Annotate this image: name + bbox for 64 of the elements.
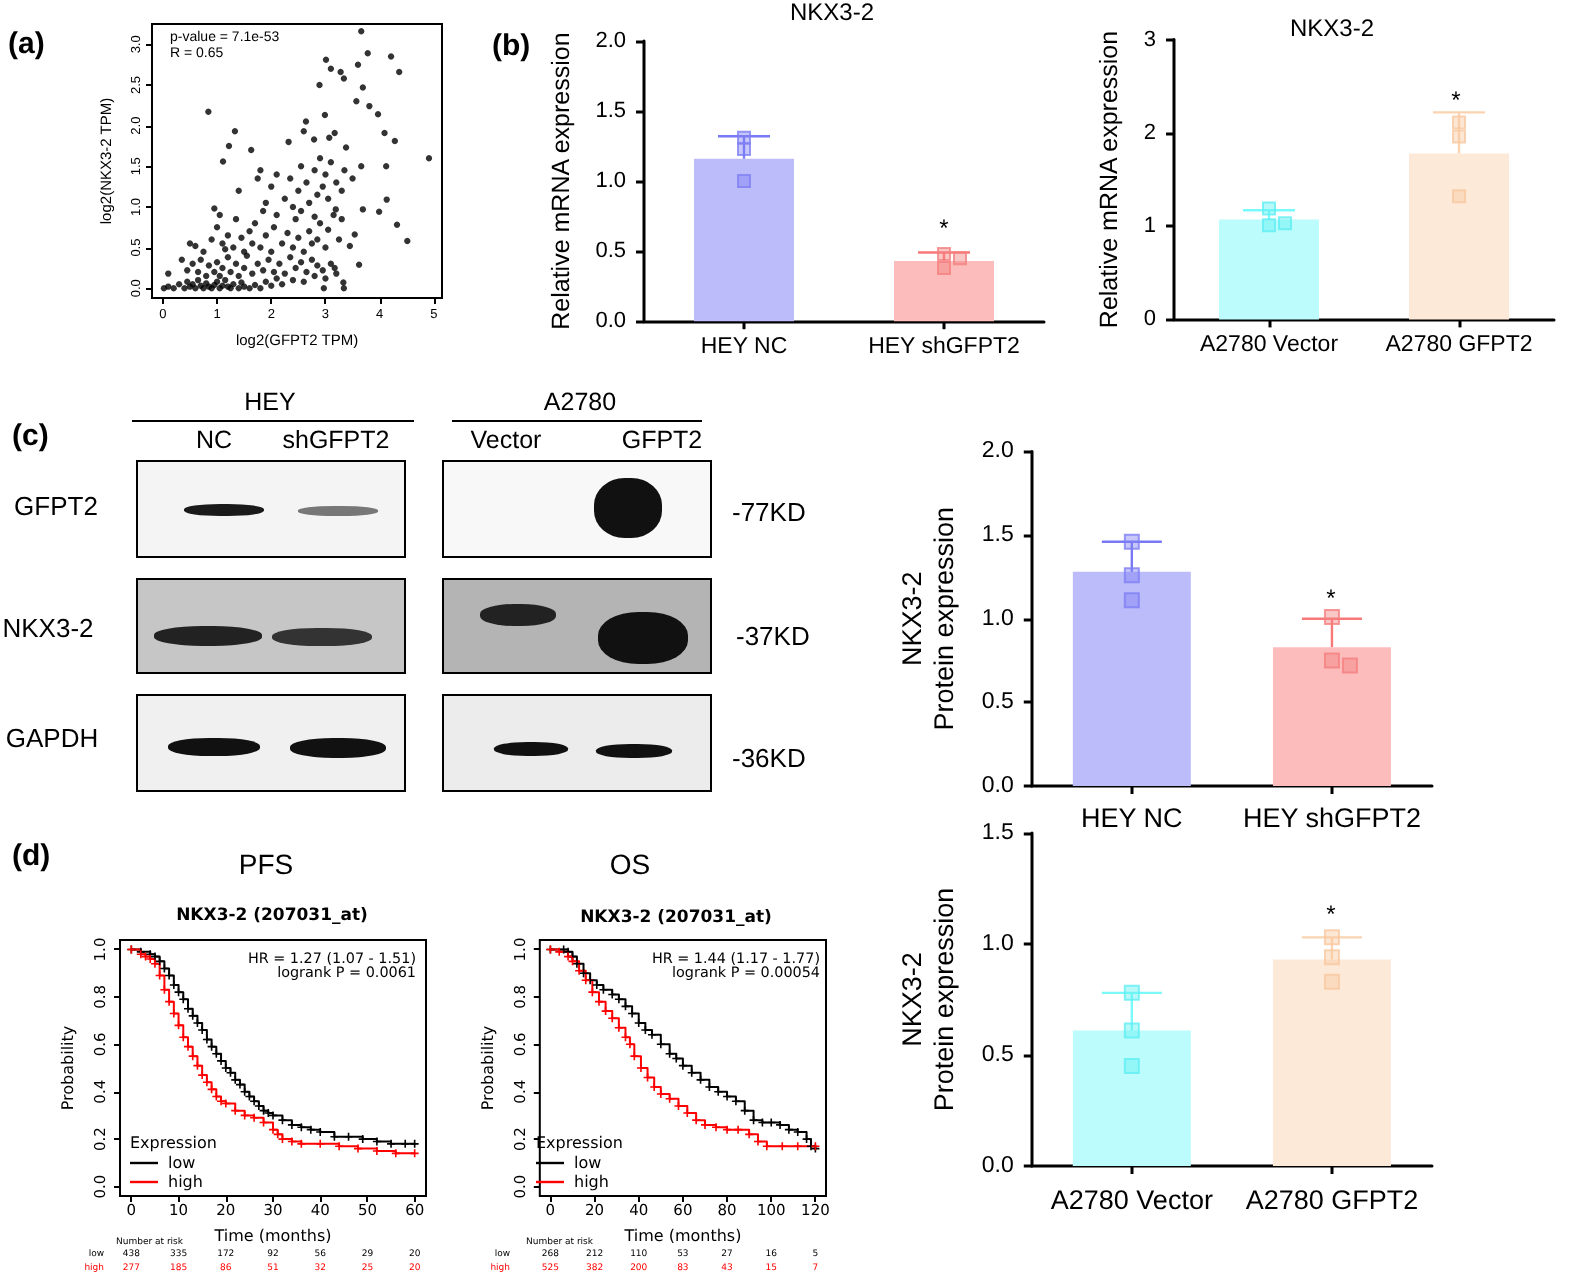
annotation: *	[939, 214, 949, 242]
text: (a)	[8, 27, 45, 61]
text: (d)	[12, 839, 51, 873]
y-tick-label: 1.0	[981, 932, 1014, 956]
y-tick-label: 2.0	[981, 439, 1014, 464]
y-tick-label: 0.5	[981, 1043, 1014, 1067]
legend-title: Expression	[130, 1133, 217, 1151]
legend-label: high	[574, 1173, 609, 1191]
text: NKX3-2	[2, 613, 94, 643]
y-axis-title: Relative mRNA expression	[546, 32, 575, 330]
legend-label: high	[168, 1173, 203, 1191]
text: HEY	[244, 387, 296, 416]
text: -37KD	[736, 621, 810, 651]
text: GFPT2	[14, 491, 98, 521]
annotation: *	[1326, 899, 1336, 927]
y-tick-label: 1.5	[595, 99, 626, 124]
y-tick-label: 2.0	[595, 29, 626, 53]
chart-subtitle: NKX3-2 (207031_at)	[176, 905, 368, 926]
y-tick-label: 0.5	[981, 690, 1014, 715]
chart-subtitle: NKX3-2 (207031_at)	[580, 907, 772, 928]
text: Vector	[470, 424, 542, 453]
text: shGFPT2	[282, 424, 390, 453]
text: GFPT2	[621, 424, 703, 453]
y-axis-title: NKX3-2 Protein expression	[897, 887, 959, 1112]
y-tick-label: 2	[1143, 120, 1157, 145]
x-tick-label: HEY NC	[1081, 803, 1184, 833]
y-tick-label: 1.5	[981, 821, 1014, 845]
y-tick-label: 0.0	[981, 1154, 1014, 1178]
x-axis-title: Time (months)	[212, 1226, 332, 1245]
x-tick-label: A2780 Vector	[1199, 333, 1339, 358]
x-tick-label: A2780 Vector	[1050, 1185, 1214, 1215]
legend-label: low	[574, 1154, 603, 1172]
text: GAPDH	[5, 723, 99, 753]
chart-title: OS	[609, 848, 651, 880]
text: NC	[195, 424, 233, 453]
y-tick-label: 1.0	[981, 606, 1014, 631]
y-axis-title: Probability	[59, 1025, 78, 1111]
text: -77KD	[732, 497, 806, 527]
y-tick-label: 3	[1143, 27, 1157, 52]
x-axis-title: Time (months)	[622, 1226, 742, 1245]
y-tick-label: 0.0	[981, 774, 1014, 798]
y-axis-title: NKX3-2 Protein expression	[897, 506, 959, 731]
annotation: *	[1451, 85, 1461, 113]
y-axis-title: Relative mRNA expression	[1095, 30, 1123, 329]
text: A2780	[543, 387, 617, 416]
chart-title: PFS	[238, 848, 294, 880]
y-tick-label: 1.0	[595, 169, 626, 194]
y-tick-label: 0.5	[595, 239, 626, 264]
chart-title: NKX3-2	[1289, 14, 1375, 42]
annotation: *	[1326, 583, 1336, 612]
y-axis-title: Probability	[479, 1025, 497, 1111]
y-tick-label: 1	[1143, 214, 1157, 239]
text: (c)	[12, 419, 49, 453]
x-tick-label: HEY NC	[700, 335, 788, 360]
text: (b)	[492, 29, 531, 63]
x-tick-label: HEY shGFPT2	[1242, 803, 1421, 833]
text: -36KD	[732, 743, 806, 773]
y-tick-label: 0.0	[595, 309, 626, 334]
x-tick-label: HEY shGFPT2	[868, 335, 1020, 360]
chart-title: NKX3-2	[789, 0, 875, 26]
legend-label: low	[168, 1154, 197, 1172]
y-tick-label: 1.5	[981, 523, 1014, 548]
x-tick-label: A2780 GFPT2	[1245, 1185, 1419, 1215]
x-tick-label: A2780 GFPT2	[1385, 333, 1533, 358]
